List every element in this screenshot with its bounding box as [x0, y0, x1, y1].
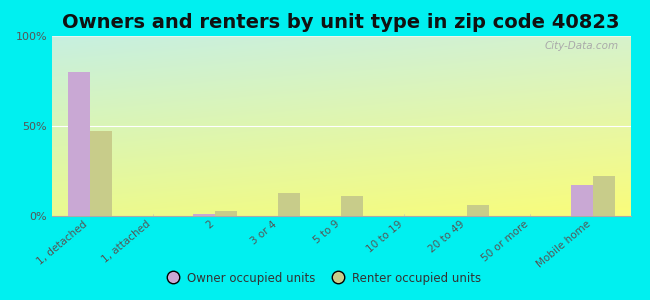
Bar: [68, 72, 90, 216]
Text: City-Data.com: City-Data.com: [545, 41, 619, 51]
Bar: [571, 185, 593, 216]
Bar: [278, 193, 300, 216]
Bar: [593, 176, 615, 216]
Bar: [341, 196, 363, 216]
Bar: [194, 214, 216, 216]
Bar: [90, 131, 112, 216]
Legend: Owner occupied units, Renter occupied units: Owner occupied units, Renter occupied un…: [162, 266, 488, 291]
Title: Owners and renters by unit type in zip code 40823: Owners and renters by unit type in zip c…: [62, 13, 620, 32]
Bar: [216, 211, 237, 216]
Bar: [467, 205, 489, 216]
